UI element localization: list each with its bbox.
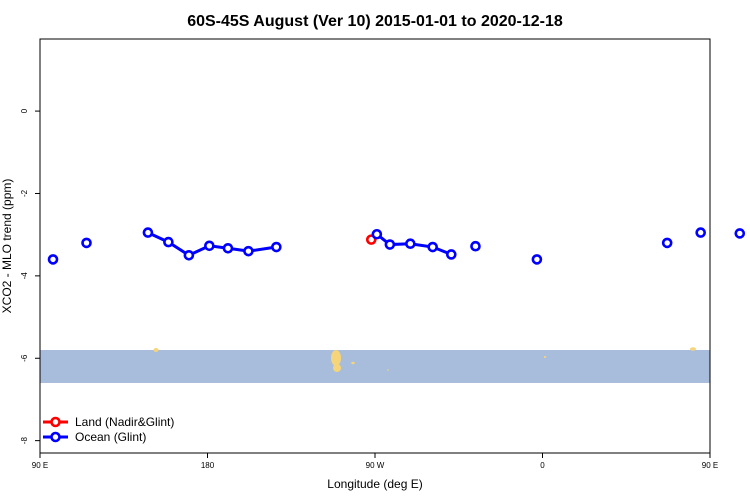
ocean-data-point [243, 245, 254, 257]
ocean-data-point [222, 242, 234, 254]
ocean-data-point [142, 227, 154, 238]
ocean-data-point [183, 249, 195, 261]
ocean-data-point [271, 241, 282, 253]
y-tick-label: -4 [20, 272, 29, 280]
y-tick-label: 0 [20, 108, 29, 113]
y-axis: 0 -2 -4 -6 -8 [20, 108, 40, 444]
ocean-data-point [427, 241, 438, 253]
legend-land-label: Land (Nadir&Glint) [75, 415, 174, 429]
ocean-data-point [81, 237, 92, 249]
y-tick-label: -2 [20, 189, 29, 197]
ocean-data-point [734, 228, 746, 239]
plot-area-frame [39, 38, 711, 454]
ocean-data-point [163, 236, 174, 248]
ocean-data-point [470, 240, 481, 252]
ocean-data-point [204, 240, 215, 252]
map-ocean [40, 350, 710, 383]
x-tick-label: 90 E [32, 461, 48, 470]
ocean-data-point [661, 237, 673, 249]
ocean-data-point [531, 254, 543, 265]
map-band [40, 347, 710, 383]
y-tick-label: -6 [20, 354, 29, 362]
ocean-data-point [446, 249, 457, 260]
x-tick-label: 90 W [366, 461, 385, 470]
legend-land-marker [50, 416, 61, 428]
x-tick-label: 180 [201, 461, 215, 470]
map-land [153, 347, 696, 372]
legend-ocean-marker [50, 431, 61, 443]
x-tick-label: 0 [540, 461, 545, 470]
chart-title: 60S-45S August (Ver 10) 2015-01-01 to 20… [187, 13, 563, 30]
x-axis-label: Longitude (deg E) [327, 477, 422, 491]
legend: Land (Nadir&Glint)Ocean (Glint) [43, 415, 174, 444]
legend-ocean-label: Ocean (Glint) [75, 430, 146, 444]
y-tick-label: -8 [20, 437, 29, 445]
ocean-data-point [384, 239, 396, 250]
ocean-data-point [371, 228, 383, 240]
ocean-data-point [405, 238, 416, 250]
y-axis-label: XCO2 - MLO trend (ppm) [0, 179, 14, 314]
ocean-data-point [47, 254, 59, 265]
ocean-data-point [695, 227, 706, 238]
series-points [47, 227, 746, 265]
x-tick-label: 90 E [702, 461, 718, 470]
